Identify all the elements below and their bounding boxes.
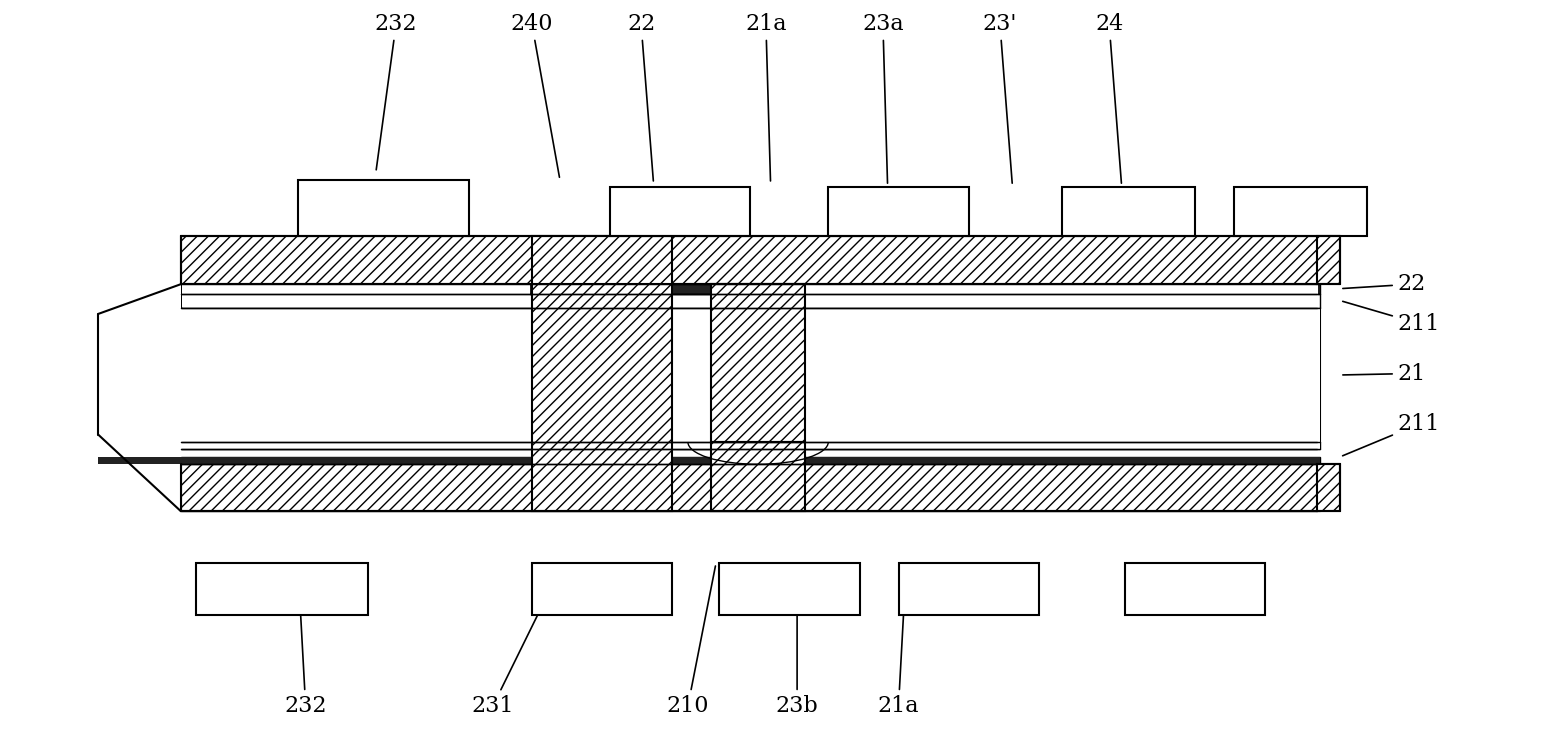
Bar	[531, 236, 672, 511]
Text: 211: 211	[1343, 413, 1440, 456]
Bar	[1125, 563, 1264, 616]
Bar	[181, 442, 1319, 450]
Bar	[531, 563, 672, 616]
Bar	[181, 236, 1319, 284]
Bar	[711, 442, 805, 511]
Text: 22: 22	[627, 13, 655, 181]
Bar	[181, 465, 1319, 511]
Text: 232: 232	[375, 13, 417, 170]
Bar	[299, 180, 469, 236]
Bar	[807, 285, 1318, 307]
Bar	[1233, 187, 1366, 236]
Text: 22: 22	[1343, 273, 1425, 295]
Bar	[98, 457, 1319, 465]
Text: 23b: 23b	[775, 566, 819, 717]
Text: 231: 231	[472, 565, 561, 717]
Text: 23a: 23a	[863, 13, 903, 183]
Bar	[719, 563, 860, 616]
Bar	[181, 284, 1319, 294]
Bar	[181, 308, 1319, 442]
Text: 21a: 21a	[746, 13, 786, 181]
Text: 24: 24	[1096, 13, 1124, 183]
Bar	[183, 285, 530, 307]
Text: 210: 210	[667, 566, 716, 717]
Bar	[1063, 187, 1196, 236]
Bar	[183, 441, 530, 450]
Text: 240: 240	[511, 13, 560, 177]
Bar	[197, 563, 367, 616]
Bar	[610, 187, 750, 236]
Text: 21: 21	[1343, 362, 1425, 385]
Text: 23': 23'	[983, 13, 1018, 183]
Text: 232: 232	[284, 566, 327, 717]
PathPatch shape	[98, 284, 181, 511]
Bar	[828, 187, 969, 236]
Bar	[181, 457, 1319, 465]
Bar	[1316, 465, 1339, 511]
Bar	[899, 563, 1039, 616]
Bar	[711, 284, 805, 442]
Bar	[98, 442, 1319, 450]
Bar	[1316, 236, 1339, 284]
Bar	[181, 294, 1319, 308]
Bar	[98, 308, 1319, 442]
Text: 21a: 21a	[878, 566, 919, 717]
Text: 211: 211	[1343, 301, 1440, 335]
